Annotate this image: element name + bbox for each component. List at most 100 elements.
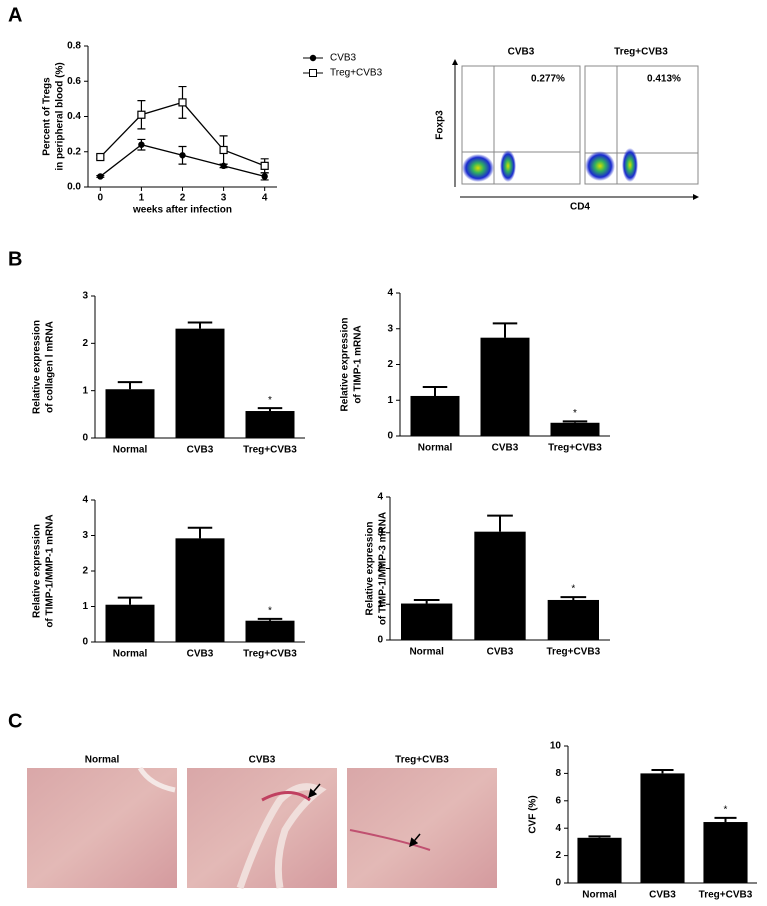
x-tick-label: Normal: [409, 647, 444, 658]
bar: [245, 620, 295, 642]
y-tick-label: 4: [82, 495, 88, 506]
bar: [410, 395, 460, 436]
marker: [97, 173, 104, 180]
marker: [178, 98, 187, 107]
y-tick-label: 0.4: [67, 111, 81, 122]
error-bar: [560, 596, 587, 600]
bar: [105, 604, 155, 642]
error-bar: [187, 321, 213, 329]
x-tick-label: Treg+CVB3: [547, 647, 601, 658]
bar: [105, 389, 155, 438]
y-tick-label: 1: [377, 599, 383, 610]
legend-marker: [309, 69, 317, 77]
y-tick-label: 1: [82, 601, 88, 612]
flow-percent: 0.277%: [531, 74, 565, 85]
x-tick-label: 2: [180, 193, 186, 204]
y-tick-label: 1: [82, 385, 88, 396]
significance-mark: *: [571, 584, 575, 595]
error-bar: [492, 322, 518, 338]
flow-xlabel: CD4: [570, 202, 590, 213]
y-tick-label: 0: [377, 635, 383, 646]
y-tick-label: 3: [377, 527, 383, 538]
bar: [474, 531, 526, 640]
bar: [175, 328, 225, 438]
y-tick-label: 0.2: [67, 146, 81, 157]
legend-label: CVB3: [330, 53, 357, 64]
y-axis-label: CVF (%): [528, 795, 539, 833]
x-tick-label: Normal: [113, 649, 148, 660]
error-bar: [651, 768, 674, 774]
x-tick-label: CVB3: [492, 443, 519, 454]
y-axis-label: Relative expression: [365, 522, 376, 616]
x-tick-label: 0: [98, 193, 104, 204]
y-tick-label: 0: [82, 637, 88, 648]
y-tick-label: 2: [82, 338, 88, 349]
panel-label: C: [8, 710, 22, 732]
bar: [245, 411, 295, 438]
significance-mark: *: [573, 408, 577, 419]
bar: [640, 773, 685, 883]
error-bar: [257, 407, 283, 412]
flow-title: Treg+CVB3: [614, 47, 668, 58]
legend-label: Treg+CVB3: [330, 68, 383, 79]
legend-marker: [309, 54, 317, 62]
y-tick-label: 3: [82, 530, 88, 541]
panel-label: A: [8, 4, 22, 26]
error-bar: [117, 381, 143, 390]
x-tick-label: Treg+CVB3: [699, 890, 753, 901]
marker: [219, 145, 228, 155]
x-tick-label: 1: [139, 193, 145, 204]
y-tick-label: 2: [555, 850, 561, 861]
y-tick-label: 0: [555, 878, 561, 889]
y-tick-label: 10: [550, 741, 562, 752]
y-axis-label: Relative expression: [32, 524, 43, 618]
y-tick-label: 1: [387, 395, 393, 406]
y-axis-label: of TIMP-1/MMP-3 mRNA: [378, 512, 389, 625]
y-axis-label: Percent of Tregs: [42, 77, 53, 156]
significance-mark: *: [268, 395, 272, 406]
bar: [577, 837, 622, 883]
y-tick-label: 0.8: [67, 41, 81, 52]
y-tick-label: 4: [377, 492, 383, 503]
x-tick-label: Normal: [418, 443, 453, 454]
y-axis-label: of TIMP-1 mRNA: [353, 325, 364, 403]
y-axis-label: of collagen Ⅰ mRNA: [45, 321, 56, 413]
flow-ylabel: Foxp3: [435, 110, 446, 140]
y-tick-label: 4: [555, 823, 561, 834]
y-axis-label: in peripheral blood (%): [55, 62, 66, 170]
error-bar: [413, 598, 440, 604]
x-tick-label: CVB3: [187, 445, 214, 456]
x-tick-label: CVB3: [649, 890, 676, 901]
error-bar: [187, 526, 213, 539]
flow-percent: 0.413%: [647, 74, 681, 85]
y-tick-label: 0: [387, 431, 393, 442]
y-tick-label: 2: [387, 359, 393, 370]
y-tick-label: 2: [377, 563, 383, 574]
marker: [261, 173, 268, 180]
y-tick-label: 6: [555, 795, 561, 806]
panel-label: B: [8, 248, 22, 270]
flow-title: CVB3: [508, 47, 535, 58]
error-bar: [257, 617, 283, 621]
x-tick-label: Treg+CVB3: [548, 443, 602, 454]
bar: [480, 337, 530, 436]
significance-mark: *: [268, 606, 272, 617]
marker: [137, 110, 146, 119]
y-tick-label: 0.0: [67, 182, 81, 193]
x-tick-label: CVB3: [187, 649, 214, 660]
y-tick-label: 4: [387, 288, 393, 299]
x-tick-label: Normal: [113, 445, 148, 456]
marker: [260, 161, 269, 170]
bar: [401, 603, 453, 640]
y-tick-label: 3: [387, 323, 393, 334]
x-tick-label: Treg+CVB3: [243, 445, 297, 456]
error-bar: [714, 816, 737, 823]
bar: [550, 422, 600, 436]
error-bar: [588, 835, 611, 838]
bar: [703, 822, 748, 883]
error-bar: [562, 420, 588, 423]
y-tick-label: 0.6: [67, 76, 81, 87]
error-bar: [117, 596, 143, 605]
x-tick-label: Normal: [582, 890, 617, 901]
